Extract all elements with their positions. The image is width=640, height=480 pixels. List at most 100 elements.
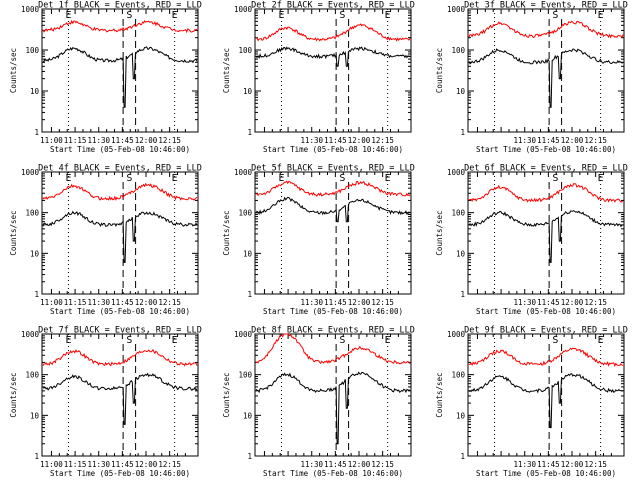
- y-tick-label: 100: [25, 209, 39, 218]
- panel-1: Det 1f BLACK = Events, RED = LLD 1 10 100 10…: [9, 1, 202, 155]
- event-marker-S: S: [339, 335, 345, 346]
- event-marker-S: S: [339, 10, 345, 21]
- x-tick-label: 11:45: [324, 460, 347, 469]
- x-tick-label: 11:45: [324, 136, 347, 145]
- x-tick-label: 11:30: [513, 298, 536, 307]
- x-tick-label: 11:45: [537, 136, 560, 145]
- x-tick-label: 12:00: [561, 136, 584, 145]
- x-axis-label: Start Time (05-Feb-08 10:46:00): [476, 307, 616, 316]
- event-marker-E: E: [66, 335, 72, 346]
- event-marker-E: E: [385, 335, 391, 346]
- event-marker-E: E: [172, 173, 178, 184]
- x-tick-label: 11:45: [324, 298, 347, 307]
- x-tick-label: 12:00: [348, 136, 371, 145]
- x-tick-label: 12:00: [348, 298, 371, 307]
- x-tick-label: 11:00: [40, 460, 63, 469]
- plot-frame: [254, 171, 412, 295]
- x-tick-label: 11:45: [111, 298, 134, 307]
- event-marker-S: S: [552, 10, 558, 21]
- x-tick-label: 11:45: [111, 136, 134, 145]
- plot-frame: [254, 333, 412, 457]
- y-tick-label: 10: [30, 87, 40, 96]
- x-tick-label: 12:15: [371, 460, 394, 469]
- events-series-line: [468, 48, 624, 108]
- x-axis-label: Start Time (05-Feb-08 10:46:00): [50, 469, 190, 478]
- x-tick-label: 11:30: [300, 298, 323, 307]
- x-tick-label: 11:15: [64, 136, 87, 145]
- lld-series-line: [468, 183, 624, 203]
- y-tick-label: 100: [451, 46, 465, 55]
- y-axis-label: Counts/sec: [222, 48, 231, 93]
- y-tick-label: 10: [456, 411, 466, 420]
- x-tick-label: 11:15: [64, 298, 87, 307]
- x-tick-label: 12:15: [584, 136, 607, 145]
- lld-series-line: [468, 20, 624, 39]
- events-series-line: [255, 371, 411, 445]
- x-tick-label: 11:30: [513, 460, 536, 469]
- event-marker-E: E: [172, 335, 178, 346]
- y-tick-label: 100: [451, 209, 465, 218]
- panel-5: Det 5f BLACK = Events, RED = LLD 1 10 100 10…: [222, 164, 415, 317]
- lld-series-line: [255, 180, 411, 197]
- y-axis-label: Counts/sec: [9, 372, 18, 417]
- lld-series-line: [255, 23, 411, 42]
- y-axis-label: Counts/sec: [435, 372, 444, 417]
- x-tick-label: 12:15: [158, 298, 181, 307]
- x-tick-label: 11:45: [537, 460, 560, 469]
- event-marker-E: E: [598, 335, 604, 346]
- panel-title: Det 3f BLACK = Events, RED = LLD: [464, 1, 628, 11]
- event-marker-S: S: [552, 173, 558, 184]
- y-tick-label: 100: [238, 46, 252, 55]
- x-tick-label: 12:15: [371, 136, 394, 145]
- panel-title: Det 4f BLACK = Events, RED = LLD: [38, 164, 202, 174]
- panel-6: Det 6f BLACK = Events, RED = LLD 1 10 100 10…: [435, 164, 628, 317]
- event-marker-E: E: [66, 10, 72, 21]
- events-series-line: [42, 46, 198, 108]
- plot-frame: [41, 8, 199, 133]
- y-tick-label: 1000: [234, 168, 253, 177]
- y-tick-label: 1: [460, 290, 465, 299]
- event-marker-E: E: [385, 173, 391, 184]
- y-tick-label: 1000: [447, 330, 466, 339]
- plot-frame: [41, 333, 199, 457]
- events-series-line: [468, 210, 624, 263]
- lld-series-line: [42, 348, 198, 367]
- y-axis-label: Counts/sec: [222, 372, 231, 417]
- x-tick-label: 12:15: [584, 298, 607, 307]
- y-tick-label: 1000: [234, 330, 253, 339]
- events-series-line: [42, 210, 198, 263]
- x-tick-label: 11:30: [300, 460, 323, 469]
- y-tick-label: 100: [238, 371, 252, 380]
- y-tick-label: 1: [34, 290, 39, 299]
- event-marker-S: S: [339, 173, 345, 184]
- event-marker-E: E: [172, 10, 178, 21]
- lld-series-line: [42, 19, 198, 34]
- x-axis-label: Start Time (05-Feb-08 10:46:00): [476, 145, 616, 154]
- y-tick-label: 100: [451, 371, 465, 380]
- x-tick-label: 11:45: [537, 298, 560, 307]
- y-tick-label: 10: [243, 411, 253, 420]
- event-marker-S: S: [126, 10, 132, 21]
- plot-frame: [254, 8, 412, 133]
- event-marker-S: S: [126, 335, 132, 346]
- x-tick-label: 12:15: [158, 460, 181, 469]
- y-axis-label: Counts/sec: [9, 48, 18, 93]
- x-axis-label: Start Time (05-Feb-08 10:46:00): [50, 307, 190, 316]
- y-tick-label: 1: [460, 128, 465, 137]
- y-tick-label: 1: [34, 452, 39, 461]
- y-tick-label: 1000: [447, 5, 466, 14]
- x-tick-label: 11:00: [40, 298, 63, 307]
- y-tick-label: 100: [25, 371, 39, 380]
- y-tick-label: 1000: [447, 168, 466, 177]
- events-series-line: [468, 373, 624, 429]
- x-tick-label: 11:30: [513, 136, 536, 145]
- y-tick-label: 10: [456, 249, 466, 258]
- x-axis-label: Start Time (05-Feb-08 10:46:00): [263, 145, 403, 154]
- y-axis-label: Counts/sec: [9, 210, 18, 255]
- panel-title: Det 2f BLACK = Events, RED = LLD: [251, 1, 415, 11]
- y-tick-label: 1: [247, 128, 252, 137]
- panel-title: Det 9f BLACK = Events, RED = LLD: [464, 326, 628, 336]
- panel-8: Det 8f BLACK = Events, RED = LLD 1 10 100 10…: [222, 326, 415, 479]
- x-tick-label: 12:00: [561, 298, 584, 307]
